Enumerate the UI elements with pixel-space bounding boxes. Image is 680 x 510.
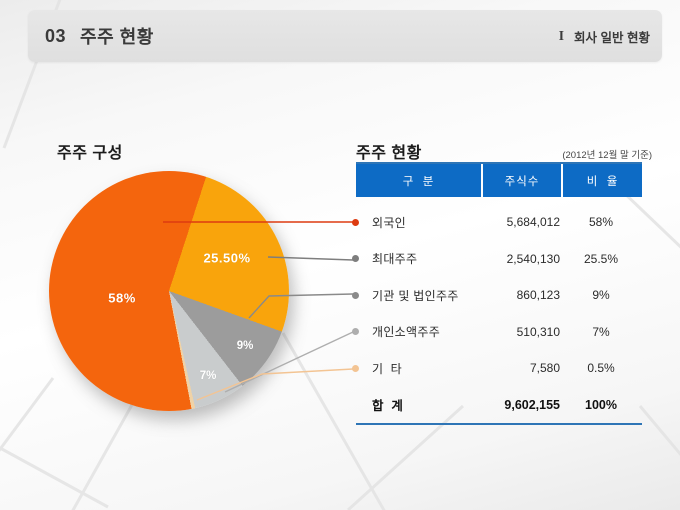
table-row: 기 타 7,580 0.5% [352,350,642,387]
row-label: 외국인 [372,215,407,230]
pie-label-individual: 7% [199,370,217,382]
bullet-dot-icon [352,291,359,299]
row-shares: 510,310 [516,324,560,339]
row-label: 개인소액주주 [372,325,441,340]
row-ratio: 58% [588,215,614,230]
table-row: 외국인 5,684,012 58% [352,204,642,241]
row-label: 기 타 [372,361,402,376]
page-title: 주주 현황 [80,27,154,47]
row-ratio: 7% [592,324,610,339]
bullet-dot-icon [352,364,359,372]
table-row: 개인소액주주 510,310 7% [352,314,642,351]
pie-label-majority: 25.50% [203,250,251,266]
table-top-rule [356,162,642,164]
bullet-dot-icon [352,328,359,336]
row-label: 기관 및 법인주주 [372,288,459,303]
column-header-category: 구 분 [356,164,481,197]
bullet-dot-icon [352,218,359,226]
total-shares: 9,602,155 [504,397,560,412]
table-row: 기관 및 법인주주 860,123 9% [352,277,642,314]
total-ratio: 100% [585,397,617,412]
row-ratio: 0.5% [587,361,615,376]
section-title: 회사 일반 현황 [574,30,650,45]
table-title-bar: 주주 현황 (2012년 12월 말 기준) [356,136,652,162]
row-shares: 7,580 [529,361,560,376]
row-shares: 5,684,012 [506,215,560,230]
column-header-ratio: 비 율 [563,164,642,197]
table-row: 최대주주 2,540,130 25.5% [352,241,642,278]
table-header-row: 구 분 주식수 비 율 [356,164,642,197]
section-number: I [558,28,565,43]
pie-chart [49,171,289,411]
row-ratio: 9% [592,288,610,303]
bullet-dot-icon [352,255,359,263]
table-total-row: 합 계 9,602,155 100% [356,387,642,424]
table-bottom-rule [356,423,642,425]
row-shares: 2,540,130 [506,251,560,266]
pie-label-institution: 9% [236,340,254,352]
table-panel: 주주 현황 (2012년 12월 말 기준) 구 분 주식수 비 율 외국인 5… [352,136,652,425]
pie-section-title: 주주 구성 [57,145,123,162]
row-label: 최대주주 [372,252,418,267]
table-body: 외국인 5,684,012 58% 최대주주 2,540,130 25.5% 기… [352,204,642,424]
row-shares: 860,123 [516,288,560,303]
header-bar: 03 주주 현황 I 회사 일반 현황 [28,10,662,62]
row-ratio: 25.5% [583,251,619,266]
pie-label-foreign: 58% [108,290,136,306]
header-section-group: I 회사 일반 현황 [559,27,650,46]
table-title: 주주 현황 [356,145,422,162]
table-date-note: (2012년 12월 말 기준) [562,149,652,161]
header-number: 03 [45,25,67,46]
header-title-group: 03 주주 현황 [45,23,154,49]
total-label: 합 계 [372,399,404,414]
column-header-shares: 주식수 [483,164,561,197]
